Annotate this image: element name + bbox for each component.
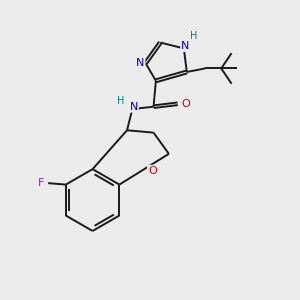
- Text: N: N: [136, 58, 145, 68]
- Text: N: N: [181, 41, 190, 51]
- Text: H: H: [190, 31, 198, 41]
- Text: H: H: [118, 96, 125, 106]
- Text: F: F: [38, 178, 44, 188]
- Text: O: O: [182, 99, 190, 109]
- Text: N: N: [130, 102, 138, 112]
- Text: O: O: [148, 166, 157, 176]
